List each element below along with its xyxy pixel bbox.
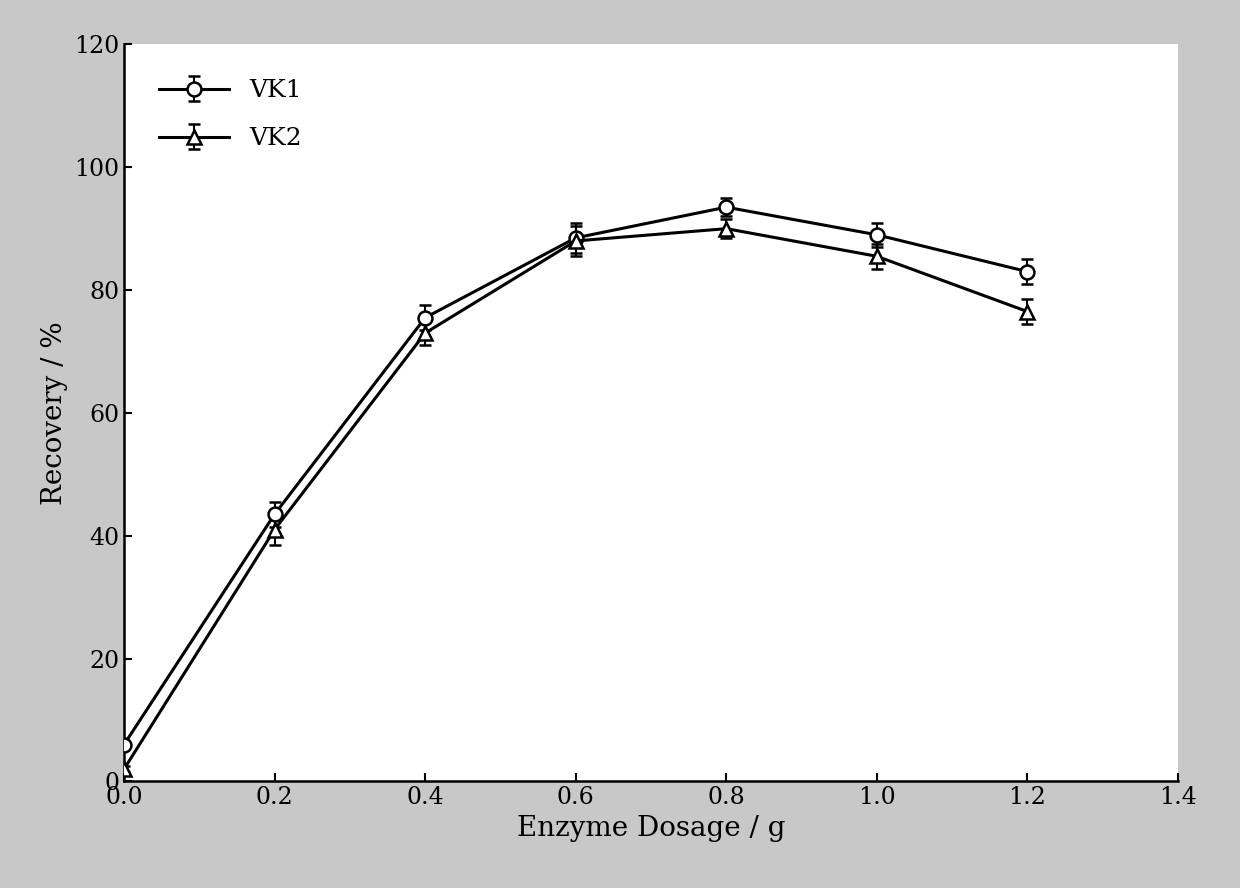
X-axis label: Enzyme Dosage / g: Enzyme Dosage / g <box>517 815 785 842</box>
Legend: VK1, VK2: VK1, VK2 <box>149 69 311 161</box>
Y-axis label: Recovery / %: Recovery / % <box>41 321 68 504</box>
